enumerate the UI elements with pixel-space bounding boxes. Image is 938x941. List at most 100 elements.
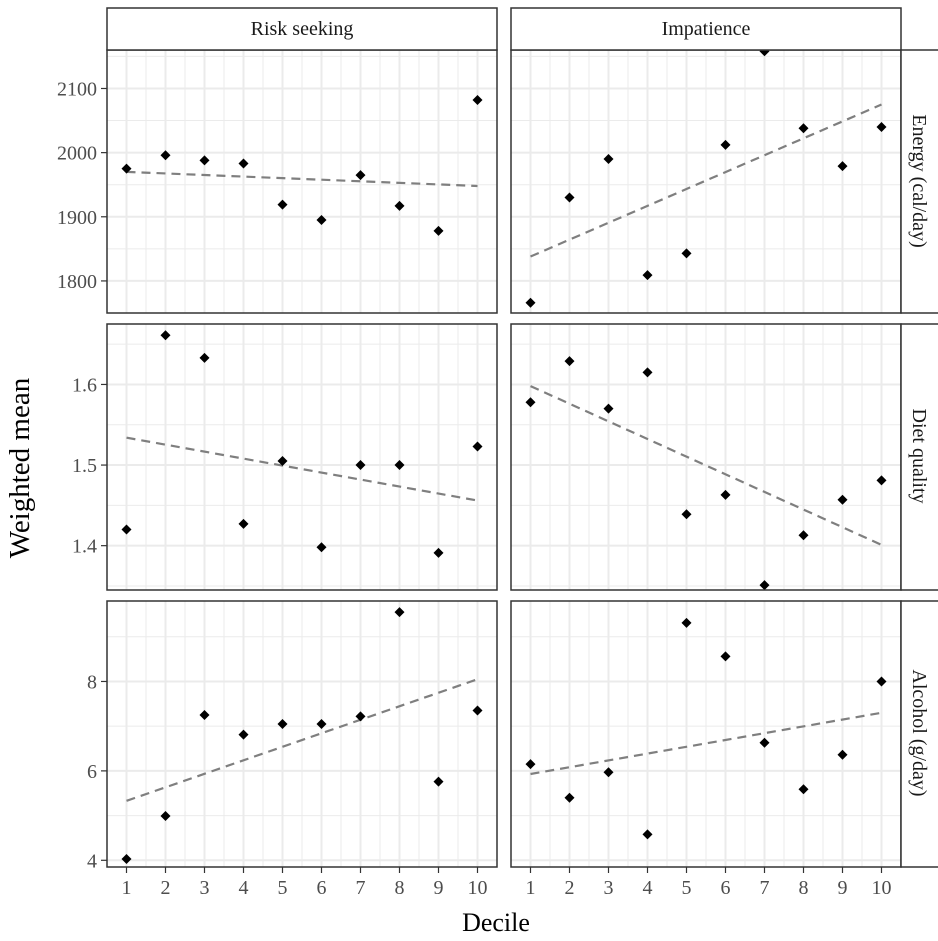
x-tick-label: 7 [760,877,770,899]
data-point-risk-seeking-alcohol-g-day [433,776,444,787]
x-tick-label: 6 [721,877,731,899]
column-strip-impatience [510,7,902,51]
data-point-risk-seeking-energy-cal-day [199,155,210,166]
strip-label-alcohol: Alcohol (g/day) [908,669,930,796]
data-point-risk-seeking-diet-quality [199,352,210,363]
strip-label-energy: Energy (cal/day) [908,114,930,247]
data-point-impatience-diet-quality [564,356,575,367]
data-point-impatience-energy-cal-day [642,270,653,281]
x-tick-label: 5 [278,877,288,899]
panel-border-risk-seeking-diet-quality [106,323,498,591]
y-tick-label: 1.5 [72,455,97,477]
data-point-impatience-alcohol-g-day [876,676,887,687]
data-point-impatience-energy-cal-day [720,139,731,150]
data-point-risk-seeking-energy-cal-day [472,95,483,106]
x-tick-label: 1 [122,877,132,899]
data-point-impatience-diet-quality [603,403,614,414]
data-point-risk-seeking-energy-cal-day [160,150,171,161]
trend-line-risk-seeking-alcohol-g-day [126,678,478,802]
strip-label-diet-quality: Diet quality [908,409,930,504]
strip-label-impatience: Impatience [662,18,751,40]
x-tick-label: 6 [317,877,327,899]
data-point-risk-seeking-alcohol-g-day [472,705,483,716]
data-point-risk-seeking-diet-quality [160,330,171,341]
x-tick-label: 10 [872,877,892,899]
x-tick-label: 2 [565,877,575,899]
data-point-impatience-alcohol-g-day [564,792,575,803]
y-tick-label: 1.6 [72,374,97,396]
x-tick-label: 7 [356,877,366,899]
grid-layer [107,50,901,867]
data-point-risk-seeking-diet-quality [433,547,444,558]
y-tick-label: 2000 [57,143,97,165]
data-point-impatience-alcohol-g-day [837,749,848,760]
data-point-risk-seeking-energy-cal-day [316,214,327,225]
row-strip-diet-quality [900,323,938,591]
data-point-risk-seeking-diet-quality [394,460,405,471]
data-point-risk-seeking-energy-cal-day [121,163,132,174]
data-point-risk-seeking-energy-cal-day [277,199,288,210]
marks-layer [121,46,887,864]
y-tick-label: 1900 [57,207,97,229]
data-point-impatience-diet-quality [525,397,536,408]
y-tick-label: 4 [87,850,97,872]
data-point-impatience-diet-quality [759,580,770,591]
data-point-risk-seeking-diet-quality [238,518,249,529]
data-point-impatience-energy-cal-day [876,121,887,132]
data-point-impatience-diet-quality [642,367,653,378]
data-point-risk-seeking-alcohol-g-day [238,729,249,740]
y-tick-label: 6 [87,761,97,783]
data-point-risk-seeking-alcohol-g-day [316,718,327,729]
trend-line-impatience-diet-quality [530,385,882,546]
data-point-impatience-alcohol-g-day [759,737,770,748]
data-point-risk-seeking-diet-quality [121,524,132,535]
data-point-impatience-alcohol-g-day [603,767,614,778]
trend-line-risk-seeking-energy-cal-day [126,170,478,188]
column-strip-risk-seeking [106,7,498,51]
data-point-impatience-energy-cal-day [603,154,614,165]
y-tick-label: 1.4 [72,536,97,558]
data-point-impatience-energy-cal-day [525,297,536,308]
x-tick-label: 4 [643,877,653,899]
data-point-impatience-energy-cal-day [798,123,809,134]
data-point-risk-seeking-alcohol-g-day [394,607,405,618]
x-tick-label: 4 [239,877,249,899]
data-point-risk-seeking-alcohol-g-day [160,811,171,822]
frames-layer [101,7,938,873]
y-tick-label: 8 [87,671,97,693]
data-point-impatience-alcohol-g-day [525,759,536,770]
data-point-impatience-alcohol-g-day [720,651,731,662]
x-tick-label: 5 [682,877,692,899]
data-point-risk-seeking-diet-quality [355,460,366,471]
data-point-impatience-alcohol-g-day [642,829,653,840]
data-point-impatience-alcohol-g-day [798,784,809,795]
data-point-risk-seeking-energy-cal-day [433,225,444,236]
data-point-risk-seeking-energy-cal-day [394,200,405,211]
data-point-impatience-alcohol-g-day [681,617,692,628]
x-tick-label: 1 [526,877,536,899]
row-strip-alcohol-g-day [900,600,938,868]
strip-label-risk-seeking: Risk seeking [251,18,354,40]
data-point-impatience-energy-cal-day [564,192,575,203]
data-point-risk-seeking-alcohol-g-day [355,711,366,722]
data-point-impatience-diet-quality [681,509,692,520]
text-layer: Weighted mean Decile Risk seeking Impati… [4,18,930,937]
x-tick-label: 3 [604,877,614,899]
y-tick-label: 2100 [57,78,97,100]
data-point-impatience-diet-quality [837,494,848,505]
x-axis-title: Decile [462,908,530,936]
data-point-risk-seeking-alcohol-g-day [277,718,288,729]
row-strip-energy-cal-day [900,49,938,314]
x-tick-label: 10 [468,877,488,899]
panel-border-risk-seeking-alcohol-g-day [106,600,498,868]
data-point-risk-seeking-energy-cal-day [238,158,249,169]
data-point-impatience-energy-cal-day [837,161,848,172]
trend-line-impatience-energy-cal-day [530,103,882,258]
data-point-impatience-diet-quality [876,475,887,486]
y-axis-title: Weighted mean [4,377,36,558]
data-point-risk-seeking-diet-quality [472,441,483,452]
data-point-risk-seeking-energy-cal-day [355,170,366,181]
x-tick-label: 9 [838,877,848,899]
